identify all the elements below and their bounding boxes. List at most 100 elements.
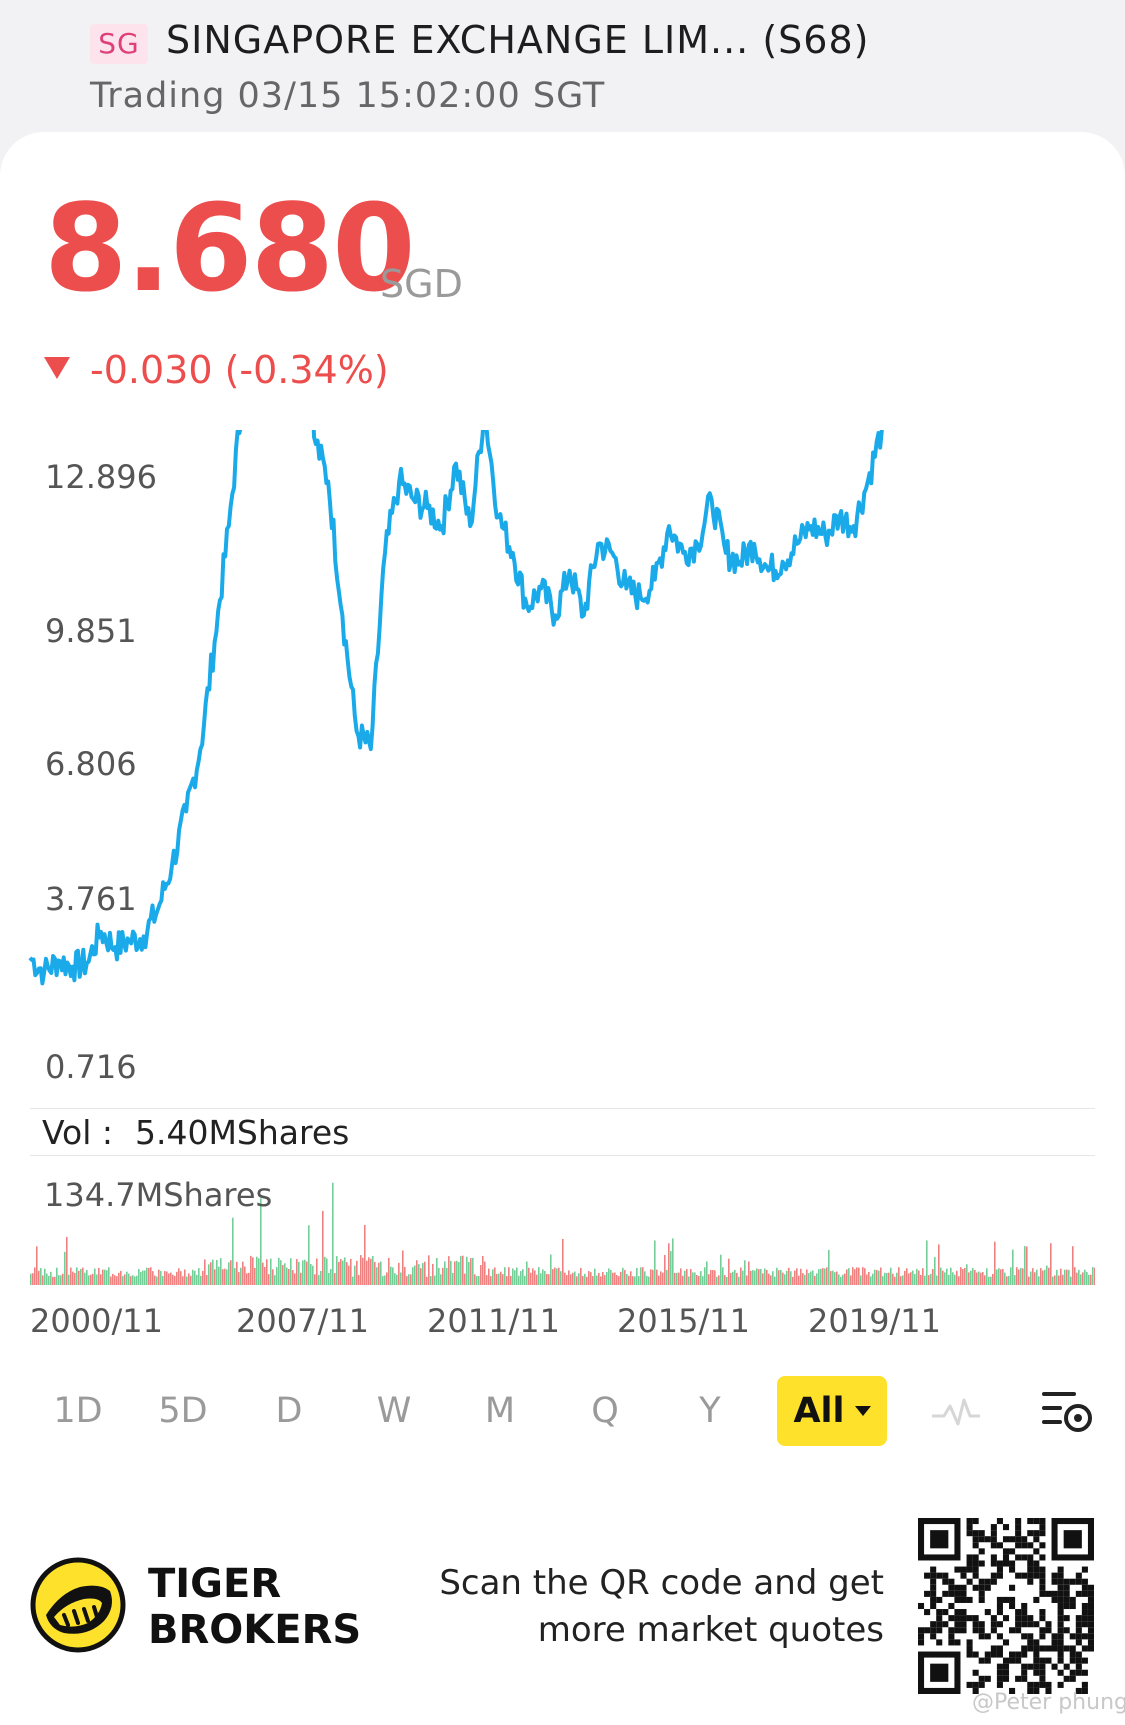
volume-bar — [106, 1270, 108, 1285]
qr-module — [1033, 1572, 1040, 1579]
volume-bar — [232, 1217, 234, 1285]
qr-module — [990, 1536, 997, 1543]
volume-bar — [954, 1274, 956, 1285]
volume-bar — [472, 1257, 474, 1285]
volume-bar — [674, 1272, 676, 1285]
volume-bar — [254, 1268, 256, 1285]
qr-module — [1075, 1615, 1082, 1622]
volume-bar — [1072, 1246, 1074, 1285]
tab-all[interactable]: All — [777, 1376, 887, 1446]
qr-module — [1002, 1548, 1010, 1555]
volume-bar — [558, 1267, 560, 1285]
qr-module — [1039, 1518, 1046, 1525]
qr-module — [1057, 1590, 1064, 1597]
volume-bar — [150, 1267, 152, 1285]
volume-bar — [864, 1268, 866, 1285]
qr-module — [1033, 1687, 1040, 1694]
qr-module — [1075, 1657, 1082, 1664]
volume-bar — [300, 1272, 302, 1285]
qr-module — [990, 1621, 997, 1628]
volume-bar — [306, 1261, 308, 1285]
volume-bar — [46, 1273, 48, 1285]
tab-5d[interactable]: 5D — [158, 1391, 208, 1431]
qr-module — [996, 1663, 1003, 1670]
volume-bar — [510, 1275, 512, 1285]
volume-bar — [266, 1259, 268, 1285]
qr-module — [978, 1621, 985, 1628]
qr-module — [948, 1615, 955, 1622]
tab-week[interactable]: W — [376, 1391, 412, 1431]
qr-module — [918, 1627, 925, 1634]
volume-bar — [262, 1262, 264, 1285]
volume-bar — [598, 1273, 600, 1285]
qr-module — [1027, 1554, 1034, 1561]
line-chart-icon[interactable] — [928, 1384, 984, 1440]
volume-bar — [852, 1267, 854, 1285]
volume-bar — [376, 1267, 378, 1285]
volume-bar — [314, 1274, 316, 1285]
volume-bar — [220, 1258, 222, 1285]
qr-module — [1015, 1554, 1022, 1561]
price-chart[interactable] — [0, 430, 1125, 1070]
tab-1d[interactable]: 1D — [53, 1391, 103, 1431]
qr-module — [972, 1651, 979, 1658]
tab-month[interactable]: M — [484, 1391, 516, 1431]
tab-year[interactable]: Y — [699, 1391, 721, 1431]
volume-bar — [202, 1270, 204, 1285]
volume-bar — [932, 1268, 934, 1285]
qr-module — [1051, 1572, 1058, 1579]
volume-bar — [196, 1274, 198, 1285]
qr-code[interactable] — [918, 1518, 1094, 1694]
price-line — [28, 430, 884, 986]
qr-module — [1009, 1584, 1016, 1591]
qr-module — [936, 1615, 943, 1622]
qr-module — [1039, 1681, 1046, 1688]
qr-module — [1081, 1566, 1088, 1573]
qr-module — [1075, 1663, 1082, 1670]
x-axis-label: 2000/11 — [30, 1302, 163, 1340]
volume-bar — [512, 1268, 514, 1285]
volume-bar — [516, 1267, 518, 1285]
qr-module — [1087, 1615, 1094, 1622]
volume-bar — [1090, 1274, 1092, 1285]
chart-settings-icon[interactable] — [1040, 1384, 1096, 1440]
volume-bar — [528, 1267, 530, 1285]
volume-bar — [244, 1266, 246, 1285]
volume-bar — [74, 1272, 76, 1285]
watermark: @Peter phung — [972, 1690, 1125, 1715]
volume-bar — [784, 1274, 786, 1285]
volume-bar — [804, 1274, 806, 1285]
qr-module — [1027, 1639, 1034, 1646]
volume-bar — [966, 1264, 968, 1285]
volume-bar — [480, 1265, 482, 1285]
volume-bar — [542, 1269, 544, 1285]
volume-bar — [78, 1270, 80, 1285]
volume-chart[interactable] — [30, 1155, 1095, 1285]
qr-module — [936, 1609, 943, 1616]
y-axis-label-max: 12.896 — [45, 458, 157, 496]
volume-bar — [340, 1259, 342, 1285]
volume-bar — [640, 1267, 642, 1285]
qr-module — [930, 1578, 937, 1585]
volume-bar — [256, 1256, 258, 1285]
qr-module — [966, 1639, 973, 1646]
qr-module — [1009, 1627, 1016, 1634]
tab-quarter[interactable]: Q — [591, 1391, 619, 1431]
tab-day[interactable]: D — [275, 1391, 303, 1431]
volume-bar — [394, 1273, 396, 1285]
volume-bar — [32, 1273, 34, 1285]
qr-module — [1069, 1578, 1076, 1585]
volume-bar — [658, 1275, 660, 1285]
volume-bar — [608, 1268, 610, 1285]
volume-bar — [656, 1269, 658, 1285]
volume-bar — [788, 1267, 790, 1285]
volume-bar — [514, 1270, 516, 1285]
volume-bar — [646, 1275, 648, 1285]
qr-module — [1002, 1675, 1010, 1682]
volume-bar — [920, 1274, 922, 1285]
volume-bar — [282, 1265, 284, 1285]
volume-bar — [366, 1260, 368, 1285]
qr-module — [1015, 1524, 1022, 1531]
volume-bar — [1000, 1269, 1002, 1285]
volume-bar — [500, 1271, 502, 1285]
